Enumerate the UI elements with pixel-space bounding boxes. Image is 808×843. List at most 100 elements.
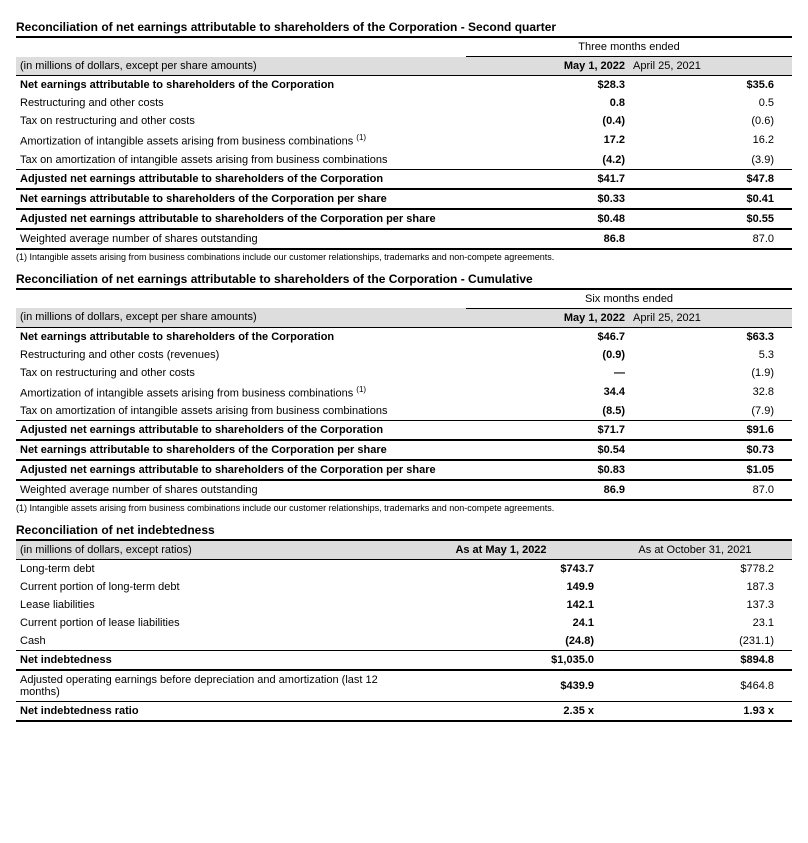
row-label: Adjusted net earnings attributable to sh… [16, 421, 466, 441]
table3-column-headers: (in millions of dollars, except ratios) … [16, 541, 792, 560]
row-value-current: 86.9 [466, 480, 629, 500]
row-label: Current portion of lease liabilities [16, 614, 404, 632]
row-label: Net earnings attributable to shareholder… [16, 327, 466, 346]
row-value-current: $0.48 [466, 209, 629, 229]
table-row: Restructuring and other costs (revenues)… [16, 346, 792, 364]
row-label: Net earnings attributable to shareholder… [16, 440, 466, 460]
row-value-current: (0.9) [466, 346, 629, 364]
table3-unit-label: (in millions of dollars, except ratios) [16, 541, 404, 560]
row-label: Amortization of intangible assets arisin… [16, 382, 466, 403]
row-value-prior: 1.93 x [598, 702, 792, 722]
row-label: Adjusted net earnings attributable to sh… [16, 209, 466, 229]
table2-period-row: Six months ended [16, 290, 792, 309]
row-label: Amortization of intangible assets arisin… [16, 130, 466, 151]
table1-column-headers: (in millions of dollars, except per shar… [16, 57, 792, 76]
row-label: Lease liabilities [16, 596, 404, 614]
table2-unit-label: (in millions of dollars, except per shar… [16, 308, 466, 327]
row-value-current: $743.7 [404, 560, 598, 579]
table2-col1: May 1, 2022 [466, 308, 629, 327]
row-value-prior: (231.1) [598, 632, 792, 651]
row-value-current: $1,035.0 [404, 651, 598, 671]
table-row: Adjusted operating earnings before depre… [16, 670, 792, 702]
row-value-prior: $0.73 [629, 440, 792, 460]
table-row: Tax on amortization of intangible assets… [16, 402, 792, 421]
table-row: Net earnings attributable to shareholder… [16, 440, 792, 460]
table-row: Amortization of intangible assets arisin… [16, 130, 792, 151]
table2-title: Reconciliation of net earnings attributa… [16, 272, 792, 290]
table3-title: Reconciliation of net indebtedness [16, 523, 792, 541]
row-value-current: (24.8) [404, 632, 598, 651]
table-row: Tax on restructuring and other costs(0.4… [16, 112, 792, 130]
row-value-prior: 187.3 [598, 578, 792, 596]
table3-col2: As at October 31, 2021 [598, 541, 792, 560]
row-value-current: (0.4) [466, 112, 629, 130]
table1: Three months ended (in millions of dolla… [16, 38, 792, 250]
row-value-prior: (1.9) [629, 364, 792, 382]
row-value-prior: $0.55 [629, 209, 792, 229]
row-label: Tax on restructuring and other costs [16, 364, 466, 382]
row-value-current: $439.9 [404, 670, 598, 702]
table1-title: Reconciliation of net earnings attributa… [16, 20, 792, 38]
row-value-prior: $91.6 [629, 421, 792, 441]
table1-footnote: (1) Intangible assets arising from busin… [16, 252, 792, 262]
row-value-prior: $894.8 [598, 651, 792, 671]
row-label: Cash [16, 632, 404, 651]
row-value-current: 34.4 [466, 382, 629, 403]
row-value-prior: $0.41 [629, 189, 792, 209]
row-label: Tax on amortization of intangible assets… [16, 402, 466, 421]
row-value-current: $0.33 [466, 189, 629, 209]
table-row: Net earnings attributable to shareholder… [16, 76, 792, 95]
row-value-current: (8.5) [466, 402, 629, 421]
row-label: Weighted average number of shares outsta… [16, 480, 466, 500]
row-value-current: 17.2 [466, 130, 629, 151]
row-value-current: $0.83 [466, 460, 629, 480]
table-row: Tax on amortization of intangible assets… [16, 151, 792, 170]
row-label: Adjusted net earnings attributable to sh… [16, 169, 466, 189]
table2-column-headers: (in millions of dollars, except per shar… [16, 308, 792, 327]
table-row: Tax on restructuring and other costs—(1.… [16, 364, 792, 382]
table-row: Current portion of lease liabilities24.1… [16, 614, 792, 632]
table-row: Net earnings attributable to shareholder… [16, 327, 792, 346]
table-row: Net indebtedness ratio2.35 x1.93 x [16, 702, 792, 722]
table1-col2: April 25, 2021 [629, 57, 792, 76]
table-row: Weighted average number of shares outsta… [16, 229, 792, 249]
table1-col1: May 1, 2022 [466, 57, 629, 76]
row-label: Adjusted operating earnings before depre… [16, 670, 404, 702]
row-label: Net indebtedness [16, 651, 404, 671]
row-value-current: $46.7 [466, 327, 629, 346]
table2-col2: April 25, 2021 [629, 308, 792, 327]
table2-period-header: Six months ended [466, 290, 792, 309]
row-value-current: 24.1 [404, 614, 598, 632]
row-label: Long-term debt [16, 560, 404, 579]
row-label: Weighted average number of shares outsta… [16, 229, 466, 249]
row-value-current: $41.7 [466, 169, 629, 189]
row-label: Tax on restructuring and other costs [16, 112, 466, 130]
table-row: Long-term debt$743.7$778.2 [16, 560, 792, 579]
row-label: Net earnings attributable to shareholder… [16, 189, 466, 209]
row-label: Net earnings attributable to shareholder… [16, 76, 466, 95]
row-value-current: 2.35 x [404, 702, 598, 722]
row-value-prior: $778.2 [598, 560, 792, 579]
table-row: Lease liabilities142.1137.3 [16, 596, 792, 614]
row-value-current: 149.9 [404, 578, 598, 596]
row-value-prior: 87.0 [629, 229, 792, 249]
row-label: Restructuring and other costs (revenues) [16, 346, 466, 364]
row-value-prior: 23.1 [598, 614, 792, 632]
row-label: Restructuring and other costs [16, 94, 466, 112]
row-value-current: 142.1 [404, 596, 598, 614]
row-value-prior: 87.0 [629, 480, 792, 500]
table-row: Weighted average number of shares outsta… [16, 480, 792, 500]
table-row: Adjusted net earnings attributable to sh… [16, 209, 792, 229]
row-value-prior: $464.8 [598, 670, 792, 702]
row-value-prior: (3.9) [629, 151, 792, 170]
table3-col1: As at May 1, 2022 [404, 541, 598, 560]
row-label: Adjusted net earnings attributable to sh… [16, 460, 466, 480]
table-row: Restructuring and other costs0.80.5 [16, 94, 792, 112]
row-value-prior: $63.3 [629, 327, 792, 346]
row-value-prior: 32.8 [629, 382, 792, 403]
row-value-current: 86.8 [466, 229, 629, 249]
row-value-prior: 0.5 [629, 94, 792, 112]
table-row: Adjusted net earnings attributable to sh… [16, 460, 792, 480]
row-value-current: $0.54 [466, 440, 629, 460]
table-row: Net indebtedness$1,035.0$894.8 [16, 651, 792, 671]
